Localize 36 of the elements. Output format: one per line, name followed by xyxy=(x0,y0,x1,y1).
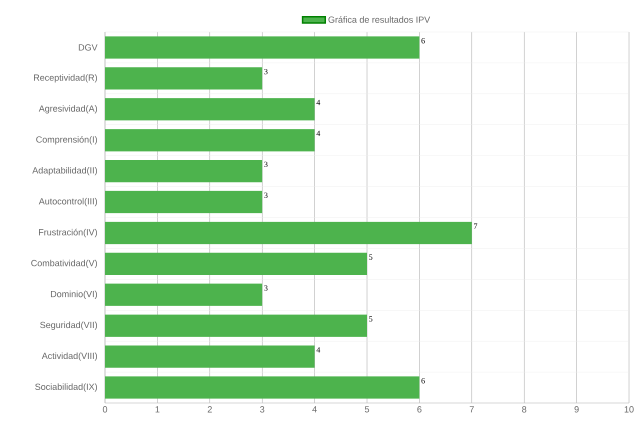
y-tick-label: Receptividad(R) xyxy=(34,74,98,83)
bar xyxy=(105,346,315,368)
bar xyxy=(105,36,420,59)
x-tick-label: 10 xyxy=(624,406,634,413)
y-tick-label: Dominio(VI) xyxy=(50,290,98,299)
y-tick-label: Autocontrol(III) xyxy=(38,198,98,206)
y-tick-label: Seguridad(VII) xyxy=(40,322,98,330)
x-tick-label: 3 xyxy=(260,406,264,413)
y-tick-label: Adaptabilidad(II) xyxy=(32,166,98,176)
y-tick-label: Actividad(VIII) xyxy=(42,352,98,361)
x-tick-label: 7 xyxy=(470,406,474,412)
y-tick-label: Sociabilidad(IX) xyxy=(35,383,98,392)
x-tick-label: 0 xyxy=(102,406,108,413)
y-tick-label: Combatividad(V) xyxy=(31,260,98,268)
legend-label: Gráfica de resultados IPV xyxy=(328,16,430,23)
bar xyxy=(105,252,368,276)
bar xyxy=(105,67,262,90)
y-tick-label: Frustración(IV) xyxy=(39,228,98,238)
x-tick-label: 5 xyxy=(364,406,370,412)
bar xyxy=(105,190,262,214)
x-tick-label: 2 xyxy=(208,406,212,412)
x-tick-label: 6 xyxy=(417,406,422,413)
x-tick-label: 1 xyxy=(156,406,160,412)
bar xyxy=(105,98,315,120)
y-tick-label: Comprensión(I) xyxy=(36,136,98,144)
bar xyxy=(105,284,262,306)
bar xyxy=(105,129,315,152)
bar xyxy=(105,376,420,399)
bar xyxy=(105,160,262,182)
bar xyxy=(105,222,472,244)
x-tick-label: 9 xyxy=(574,406,579,413)
x-tick-label: 4 xyxy=(312,406,317,412)
y-tick-label: DGV xyxy=(78,44,98,51)
x-tick-label: 8 xyxy=(522,406,526,413)
y-tick-label: Agresividad(A) xyxy=(38,105,98,114)
bar xyxy=(105,314,368,337)
